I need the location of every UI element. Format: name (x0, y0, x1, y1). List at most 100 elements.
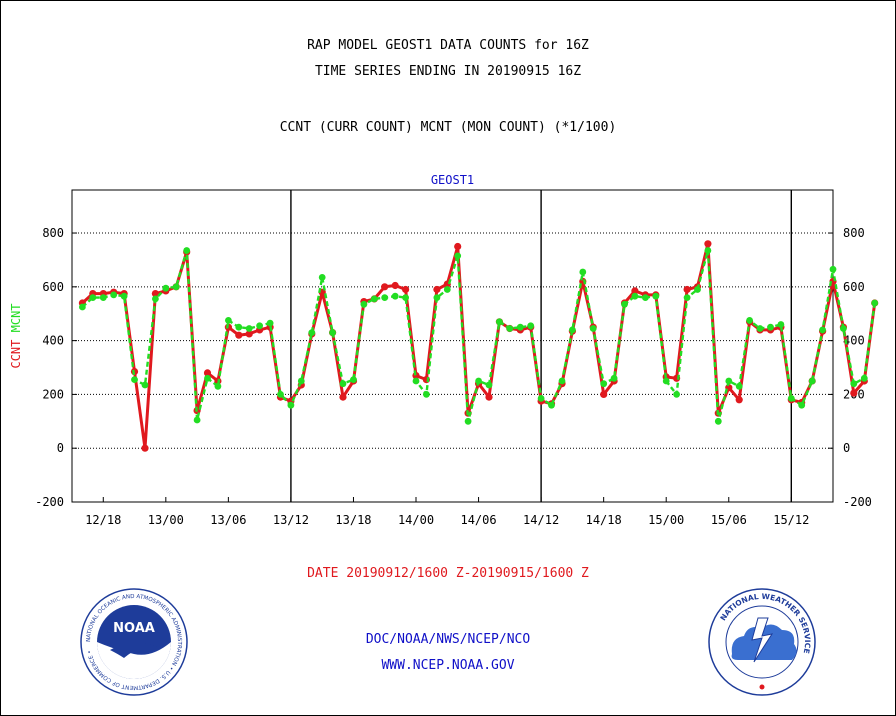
data-point-mcnt (621, 300, 628, 308)
url-link[interactable]: WWW.NCEP.NOAA.GOV (381, 658, 515, 673)
data-point-mcnt (287, 401, 295, 409)
y-tick-label-left: 600 (42, 280, 64, 294)
data-point-mcnt (642, 294, 649, 301)
data-point-ccnt (235, 331, 243, 339)
data-point-mcnt (860, 374, 868, 382)
data-point-mcnt (329, 329, 336, 336)
data-point-mcnt (131, 376, 138, 383)
data-point-mcnt (318, 274, 326, 281)
x-tick-label: 14/18 (586, 513, 622, 527)
data-point-ccnt (485, 393, 493, 401)
x-tick-label: 15/00 (648, 513, 684, 527)
x-tick-label: 13/00 (148, 513, 184, 527)
data-point-mcnt (370, 295, 378, 303)
data-point-mcnt (235, 323, 243, 331)
data-point-mcnt (589, 325, 597, 332)
data-point-mcnt (527, 322, 535, 330)
data-point-mcnt (610, 374, 618, 382)
data-point-mcnt (850, 380, 858, 388)
data-point-mcnt (662, 377, 670, 385)
data-point-mcnt (193, 416, 201, 424)
data-point-mcnt (454, 252, 462, 260)
y-tick-label-left: -200 (35, 495, 64, 509)
data-point-mcnt (172, 283, 180, 291)
org-text: DOC/NOAA/NWS/NCEP/NCO (365, 632, 531, 647)
data-point-mcnt (683, 294, 691, 301)
data-point-mcnt (79, 303, 86, 311)
y-tick-label-right: 400 (843, 334, 865, 348)
x-tick-label: 12/18 (85, 513, 121, 527)
data-point-mcnt (162, 284, 170, 292)
data-point-mcnt (840, 325, 847, 332)
data-point-mcnt (808, 377, 816, 385)
data-point-mcnt (631, 292, 639, 300)
data-point-ccnt (600, 390, 608, 398)
y-tick-label-right: 0 (843, 441, 850, 455)
data-point-mcnt (829, 265, 837, 273)
data-point-mcnt (245, 325, 253, 332)
data-point-mcnt (579, 268, 587, 276)
data-point-mcnt (777, 321, 785, 328)
data-point-ccnt (203, 369, 212, 377)
data-point-mcnt (714, 417, 722, 425)
data-point-ccnt (433, 285, 441, 294)
data-point-mcnt (485, 381, 493, 389)
data-point-mcnt (308, 329, 316, 336)
data-point-mcnt (423, 391, 430, 398)
y-tick-label-left: 200 (42, 387, 64, 401)
data-point-mcnt (558, 377, 566, 385)
y-tick-label-right: -200 (843, 495, 872, 509)
y-axis-label: CCNT MCNT (9, 303, 23, 368)
data-point-mcnt (256, 322, 263, 330)
y-axis-label-mcnt: MCNT (9, 303, 23, 339)
data-point-ccnt (381, 283, 389, 291)
series-line-ccnt (81, 242, 877, 450)
noaa-logo-icon: NOAA NATIONAL OCEANIC AND ATMOSPHERIC AD… (80, 588, 188, 696)
y-tick-label-right: 600 (843, 280, 865, 294)
data-point-mcnt (548, 401, 555, 409)
data-point-mcnt (746, 317, 753, 324)
data-point-mcnt (214, 382, 222, 390)
x-tick-label: 14/00 (398, 513, 434, 527)
header-line-3: CCNT (CURR COUNT) MCNT (MON COUNT) (*1/1… (279, 120, 617, 135)
data-point-mcnt (99, 294, 107, 301)
data-point-mcnt (871, 299, 879, 307)
data-point-mcnt (225, 317, 232, 324)
data-point-mcnt (652, 292, 660, 300)
data-point-mcnt (506, 325, 514, 332)
header-line-2: TIME SERIES ENDING IN 20190915 16Z (314, 64, 582, 79)
data-point-mcnt (141, 381, 149, 389)
header-line-1: RAP MODEL GEOST1 DATA COUNTS for 16Z (307, 38, 589, 53)
data-point-mcnt (600, 380, 608, 388)
data-point-mcnt (767, 323, 774, 331)
data-point-ccnt (631, 287, 639, 295)
data-point-mcnt (277, 391, 284, 398)
data-point-mcnt (339, 380, 347, 388)
data-point-mcnt (704, 247, 712, 254)
data-point-mcnt (381, 294, 389, 301)
data-point-ccnt (245, 330, 253, 338)
data-point-ccnt (141, 444, 149, 452)
data-point-ccnt (683, 285, 691, 294)
x-tick-label: 13/18 (335, 513, 371, 527)
data-point-mcnt (537, 395, 545, 402)
nws-logo-icon: NATIONAL WEATHER SERVICE (708, 588, 816, 696)
data-point-mcnt (433, 294, 441, 301)
data-point-mcnt (152, 295, 159, 303)
data-point-mcnt (673, 391, 680, 398)
x-tick-label: 14/06 (460, 513, 496, 527)
noaa-logo-label: NOAA (113, 621, 155, 636)
y-tick-label-right: 800 (843, 226, 865, 240)
data-point-mcnt (183, 247, 191, 254)
data-point-ccnt (454, 242, 462, 251)
date-range: DATE 20190912/1600 Z-20190915/1600 Z (307, 566, 589, 581)
data-point-mcnt (819, 326, 826, 334)
data-point-mcnt (475, 377, 482, 385)
data-point-mcnt (694, 286, 701, 293)
data-point-mcnt (391, 292, 399, 300)
data-point-ccnt (735, 396, 743, 404)
x-tick-label: 13/06 (210, 513, 246, 527)
data-point-mcnt (412, 377, 420, 385)
y-tick-label-left: 0 (57, 441, 64, 455)
